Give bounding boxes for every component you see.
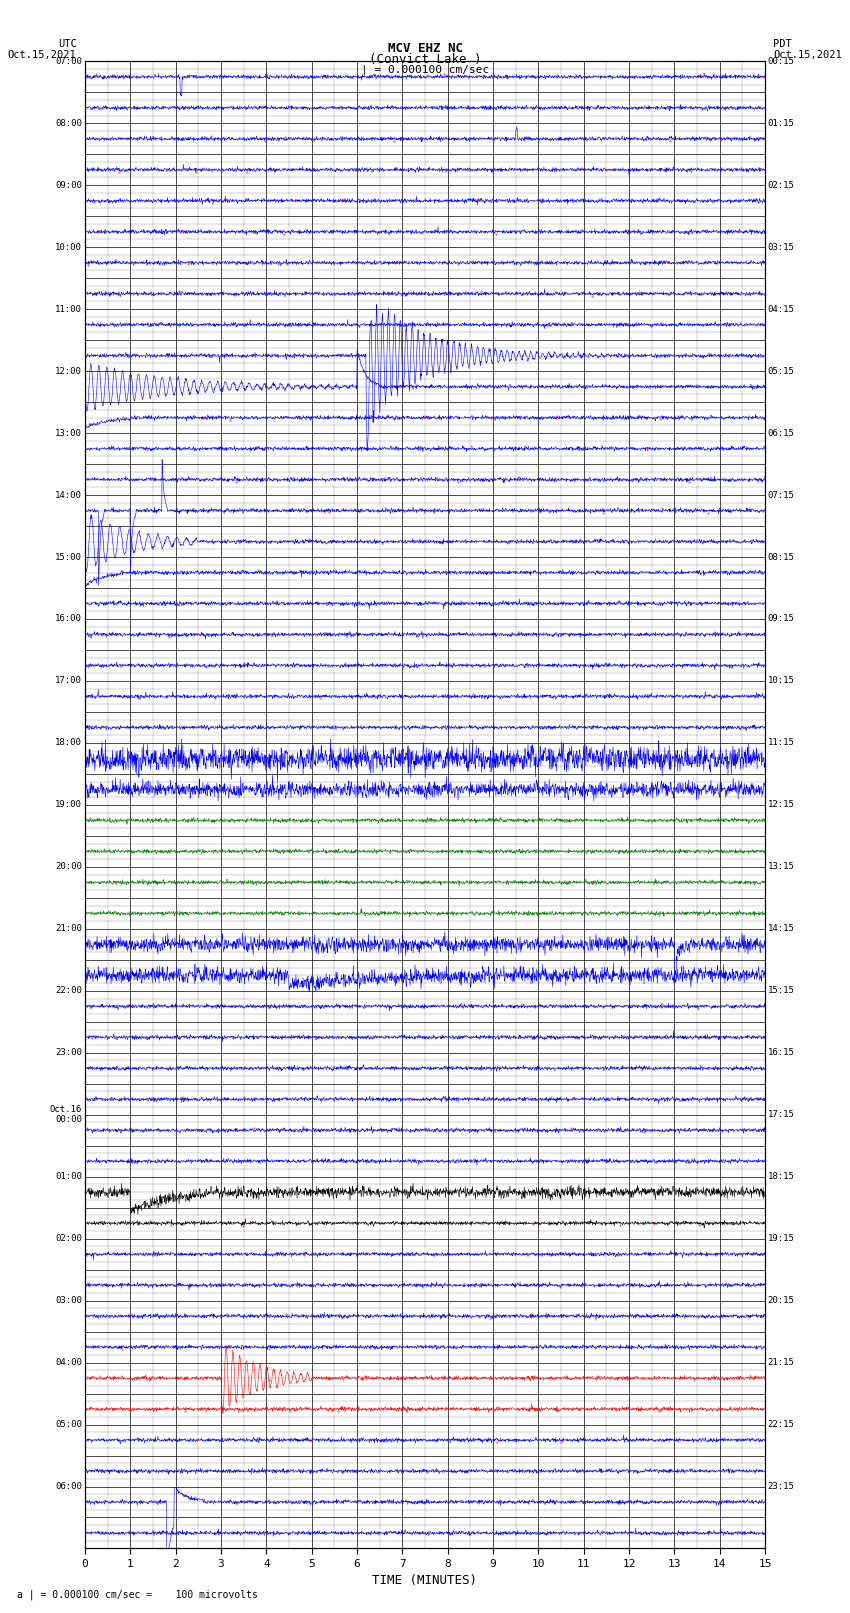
- Text: a | = 0.000100 cm/sec =    100 microvolts: a | = 0.000100 cm/sec = 100 microvolts: [17, 1589, 258, 1600]
- Text: Oct.15,2021: Oct.15,2021: [8, 50, 77, 60]
- X-axis label: TIME (MINUTES): TIME (MINUTES): [372, 1574, 478, 1587]
- Text: (Convict Lake ): (Convict Lake ): [369, 53, 481, 66]
- Text: Oct.15,2021: Oct.15,2021: [774, 50, 842, 60]
- Text: | = 0.000100 cm/sec: | = 0.000100 cm/sec: [361, 65, 489, 76]
- Text: MCV EHZ NC: MCV EHZ NC: [388, 42, 462, 55]
- Text: UTC: UTC: [58, 39, 76, 48]
- Text: PDT: PDT: [774, 39, 792, 48]
